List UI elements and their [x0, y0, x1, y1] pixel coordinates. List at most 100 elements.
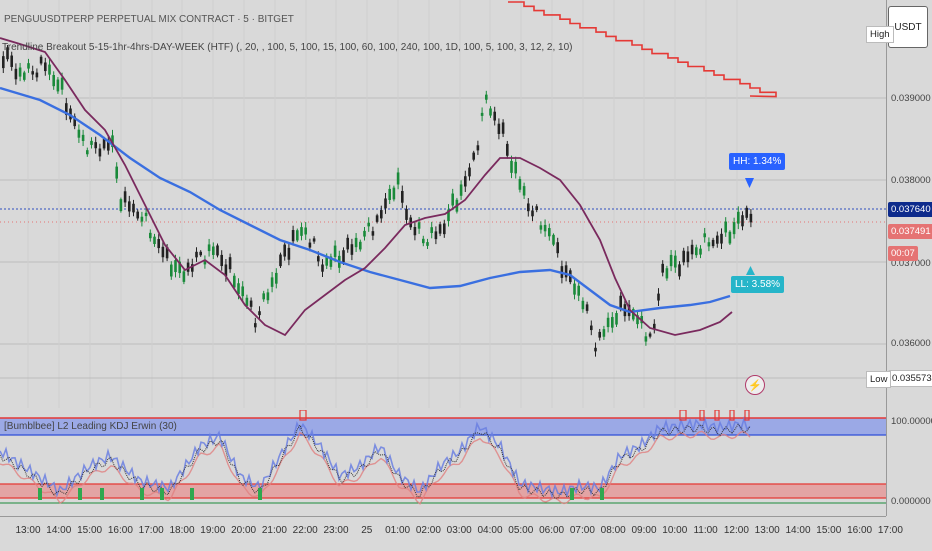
candle-body [258, 311, 261, 316]
candle-body [170, 264, 173, 277]
candle-body [52, 74, 55, 87]
candle-body [627, 304, 631, 317]
candle-body [178, 261, 181, 274]
signal-mark-buy [600, 488, 604, 500]
candle-body [552, 234, 555, 245]
candle-body [598, 331, 601, 338]
low-value-label: 0.035573 [888, 370, 932, 387]
candle-body [720, 233, 723, 244]
time-label: 08:00 [600, 525, 626, 536]
signal-mark-buy [78, 488, 82, 500]
time-axis[interactable]: 13:00 14:00 15:00 16:00 17:00 18:00 19:00 20:00… [0, 516, 903, 551]
signal-mark-buy [258, 488, 262, 500]
indicator-pane[interactable] [0, 410, 886, 516]
symbol-title: PENGUUSDTPERP PERPETUAL MIX CONTRACT · 5… [4, 14, 294, 25]
price-chart[interactable] [0, 0, 886, 408]
candle-body [451, 193, 454, 206]
ind-tick-0: 100.000000 [891, 416, 932, 427]
kdj-indicator-chart[interactable] [0, 410, 886, 516]
candle-body [23, 72, 26, 80]
signal-box-sell [299, 410, 307, 421]
candle-body [350, 244, 354, 255]
candle-body [480, 112, 484, 116]
time-label: 17:00 [138, 525, 164, 536]
candle-body [459, 184, 463, 196]
candle-body [245, 297, 249, 306]
candle-body [354, 237, 358, 248]
candle-body [270, 277, 274, 287]
time-label: 25 [361, 525, 373, 536]
candle-body [438, 224, 442, 234]
kdj-d-line [0, 430, 751, 505]
signal-box-sell [744, 410, 750, 421]
candle-body [317, 256, 320, 262]
candle-body [254, 323, 257, 328]
signal-box-sell [679, 410, 687, 421]
time-label: 03:00 [446, 525, 472, 536]
candle-body [157, 239, 160, 249]
candle-body [94, 142, 97, 149]
time-label: 14:00 [785, 525, 811, 536]
main-chart-pane[interactable] [0, 0, 886, 408]
candle-body [296, 230, 299, 241]
candle-body [732, 222, 736, 235]
candle-body [724, 221, 727, 233]
time-label: 06:00 [539, 525, 565, 536]
time-label: 14:00 [46, 525, 72, 536]
candle-body [86, 150, 89, 155]
candle-body [140, 216, 144, 222]
signal-box-sell [729, 410, 735, 421]
signal-mark-buy [190, 488, 194, 500]
candle-body [380, 210, 383, 219]
candle-body [98, 148, 102, 157]
bid-price-label: 0.037491 [888, 224, 932, 239]
candle-body [497, 123, 501, 134]
indicator-legend[interactable]: Trendline Breakout 5-15-1hr-4hrs-DAY-WEE… [2, 42, 573, 53]
candle-body [737, 211, 740, 224]
indicator-title[interactable]: [Bumblbee] L2 Leading KDJ Erwin (30) [4, 421, 177, 432]
candle-body [695, 247, 698, 256]
candle-body [556, 242, 559, 254]
candle-body [745, 207, 748, 218]
time-label: 13:00 [15, 525, 41, 536]
candle-body [573, 283, 576, 295]
candle-body [543, 224, 547, 232]
candle-body [107, 139, 110, 151]
candle-body [224, 264, 228, 277]
time-label: 18:00 [169, 525, 195, 536]
candle-body [115, 166, 118, 179]
kdj-j-line [0, 415, 751, 500]
candle-body [501, 122, 505, 134]
candle-body [644, 336, 648, 342]
candle-body [493, 111, 496, 121]
time-label: 01:00 [385, 525, 411, 536]
candle-body [56, 79, 60, 92]
candle-body [14, 68, 18, 80]
candle-body [18, 67, 22, 77]
candle-body [48, 64, 51, 75]
candle-body [333, 245, 337, 257]
candle-body [237, 283, 240, 295]
signal-box-sell [714, 410, 720, 421]
candle-body [283, 244, 286, 257]
lightning-icon[interactable]: ⚡ [745, 375, 765, 395]
candle-body [384, 198, 387, 209]
candle-body [275, 272, 278, 284]
time-label: 04:00 [477, 525, 503, 536]
signal-mark-buy [160, 488, 164, 500]
candle-body [711, 239, 715, 247]
currency-button[interactable]: USDT [888, 6, 928, 48]
candle-body [81, 134, 85, 142]
candle-body [506, 143, 509, 156]
candle-body [249, 300, 253, 307]
candle-body [123, 191, 127, 203]
candle-body [636, 315, 639, 325]
candle-body [674, 255, 677, 268]
candle-body [39, 56, 43, 64]
price-tick-2: 0.036000 [891, 338, 931, 349]
time-label: 13:00 [754, 525, 780, 536]
candle-body [468, 167, 471, 177]
countdown-label: 00:07 [888, 246, 918, 261]
candle-body [102, 138, 106, 149]
price-axis[interactable]: 0.039000 0.038000 0.037000 0.036000 0.03… [886, 0, 932, 516]
